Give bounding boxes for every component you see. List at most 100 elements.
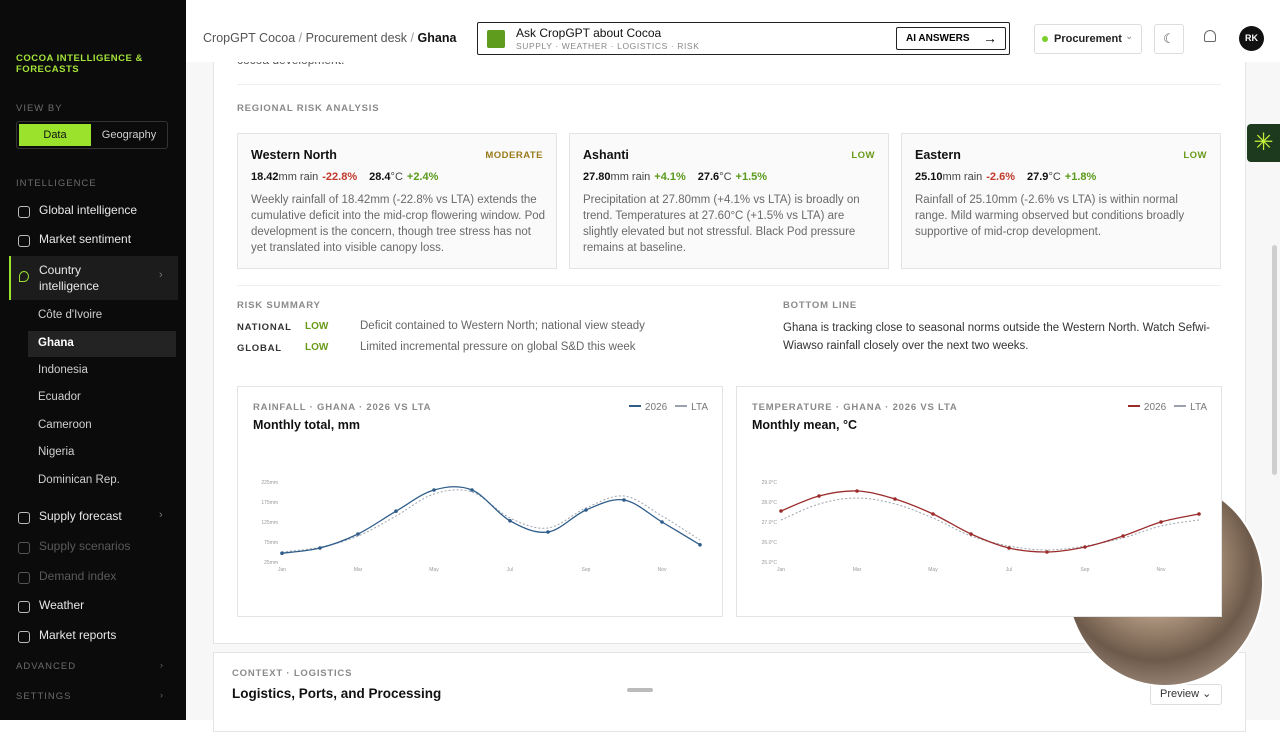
crumb-current: Ghana [417, 31, 457, 45]
data-point [698, 543, 702, 547]
nav-item[interactable]: Weather [39, 598, 85, 612]
y-tick-label: 25mm [264, 560, 278, 566]
risk-level: LOW [1183, 150, 1207, 161]
divider [237, 84, 1221, 85]
nav-icon [18, 235, 30, 247]
data-point [931, 512, 935, 516]
region-text: Rainfall of 25.10mm (-2.6% vs LTA) is wi… [915, 194, 1185, 238]
ai-button[interactable]: AI ANSWERS → [896, 27, 1006, 50]
temp-unit: °C [1048, 171, 1061, 183]
y-tick-label: 25.0°C [762, 560, 778, 566]
section-label: ADVANCED [16, 661, 77, 672]
region-card: Ashanti LOW 27.80mm rain +4.1% 27.6°C +1.5% Pr… [569, 133, 889, 269]
chevron: › [159, 269, 163, 281]
data-point [584, 508, 588, 512]
main: cocoa development. REGIONAL RISK ANALYSI… [186, 0, 1280, 732]
country-item[interactable]: Cameroon [38, 419, 92, 431]
data-point [1197, 512, 1201, 516]
section-label: INTELLIGENCE [16, 178, 97, 189]
region-text: Precipitation at 27.80mm (+4.1% vs LTA) … [583, 194, 860, 254]
legend-label: 2026 [1143, 402, 1167, 413]
x-tick-label: Nov [1157, 567, 1166, 573]
scrollbar [1272, 245, 1277, 475]
x-tick-label: Jul [1006, 567, 1012, 573]
x-tick-label: May [429, 567, 439, 573]
toggle-option[interactable]: Data [19, 124, 91, 146]
nav-item[interactable]: Global intelligence [39, 203, 138, 217]
legend-label: LTA [1190, 402, 1207, 413]
legend: 2026 LTA [1127, 402, 1207, 413]
legend-swatch [628, 405, 641, 407]
chart-card: RAINFALL · GHANA · 2026 VS LTA Monthly to… [237, 386, 723, 617]
nav-item[interactable]: Demand index [39, 569, 117, 583]
view-toggle [16, 121, 168, 149]
data-point [1159, 520, 1163, 524]
y-tick-label: 175mm [261, 500, 278, 506]
temp-delta: +1.5% [735, 171, 768, 183]
data-point [660, 520, 664, 524]
theme-toggle[interactable]: ☾ [1154, 24, 1184, 54]
nav-item[interactable]: Market reports [39, 628, 117, 642]
region-card: Eastern LOW 25.10mm rain -2.6% 27.9°C +1.8% Ra… [901, 133, 1221, 269]
data-point [1007, 546, 1011, 550]
section-label: SETTINGS [16, 691, 72, 702]
nav-active-bg [9, 256, 178, 300]
country-item[interactable]: Dominican Rep. [38, 474, 120, 486]
x-tick-label: Jan [278, 567, 286, 573]
crumb[interactable]: CropGPT Cocoa [203, 31, 296, 45]
region-text: Weekly rainfall of 18.42mm (-22.8% vs LT… [251, 194, 546, 254]
ask-icon [487, 30, 505, 48]
nav-item[interactable]: Supply scenarios [39, 539, 131, 553]
region-name: Eastern [915, 148, 961, 162]
chart-title: Monthly mean, °C [752, 418, 858, 432]
legend: 2026 LTA [628, 402, 708, 413]
series-line [780, 490, 1200, 553]
x-tick-label: May [928, 567, 938, 573]
risk-level: LOW [851, 150, 875, 161]
ask-box[interactable]: Ask CropGPT about Cocoa SUPPLY · WEATHER… [477, 22, 1010, 55]
x-tick-label: Nov [658, 567, 667, 573]
bell[interactable] [1204, 30, 1216, 42]
role: Procurement [1054, 33, 1122, 45]
data-point [318, 546, 322, 550]
nav-icon [18, 512, 30, 524]
breadcrumb: CropGPT Cocoa / Procurement desk / Ghana [203, 31, 456, 45]
nav-item[interactable]: Market sentiment [39, 232, 132, 246]
nav-item[interactable]: Supply forecast [39, 509, 122, 523]
country-item[interactable]: Indonesia [38, 364, 88, 376]
rain-unit: mm rain [942, 171, 983, 183]
avatar[interactable]: RK [1239, 26, 1264, 51]
country-item[interactable]: Côte d'Ivoire [38, 309, 103, 321]
country-item[interactable]: Nigeria [38, 446, 75, 458]
risk-scope: GLOBAL [237, 343, 282, 354]
crumb[interactable]: Procurement desk [305, 31, 408, 45]
legend-label: 2026 [644, 402, 668, 413]
assistant-badge[interactable]: ✳ [1247, 124, 1280, 162]
y-tick-label: 125mm [261, 520, 278, 526]
toggle-option[interactable]: Geography [101, 129, 157, 141]
risk-text: Deficit contained to Western North; nati… [360, 320, 645, 332]
y-tick-label: 26.0°C [762, 540, 778, 546]
data-point [1045, 550, 1049, 554]
chart-kicker: RAINFALL · GHANA · 2026 VS LTA [253, 402, 432, 413]
metrics: 25.10mm rain -2.6% 27.9°C +1.8% [915, 171, 1096, 183]
role-select[interactable]: Procurement ⌄ [1034, 24, 1142, 54]
y-tick-label: 27.0°C [762, 520, 778, 526]
preview-button[interactable]: Preview ⌄ [1150, 684, 1222, 705]
rain-value: 25.10 [915, 171, 943, 183]
data-point [855, 489, 859, 493]
chart-card: TEMPERATURE · GHANA · 2026 VS LTA Monthly… [736, 386, 1222, 617]
ask-sub: SUPPLY · WEATHER · LOGISTICS · RISK [516, 41, 700, 51]
metrics: 27.80mm rain +4.1% 27.6°C +1.5% [583, 171, 767, 183]
sep: / [298, 31, 303, 45]
brand: COCOA INTELLIGENCE & FORECASTS [16, 53, 143, 75]
y-tick-label: 29.0°C [762, 480, 778, 486]
nav-icon [18, 572, 30, 584]
x-tick-label: Jan [777, 567, 785, 573]
nav-item[interactable]: Country intelligence [39, 263, 100, 293]
data-point [1083, 545, 1087, 549]
data-point [817, 494, 821, 498]
chevron: › [159, 509, 163, 521]
country-item[interactable]: Ecuador [38, 391, 81, 403]
country-item[interactable]: Ghana [38, 337, 74, 349]
